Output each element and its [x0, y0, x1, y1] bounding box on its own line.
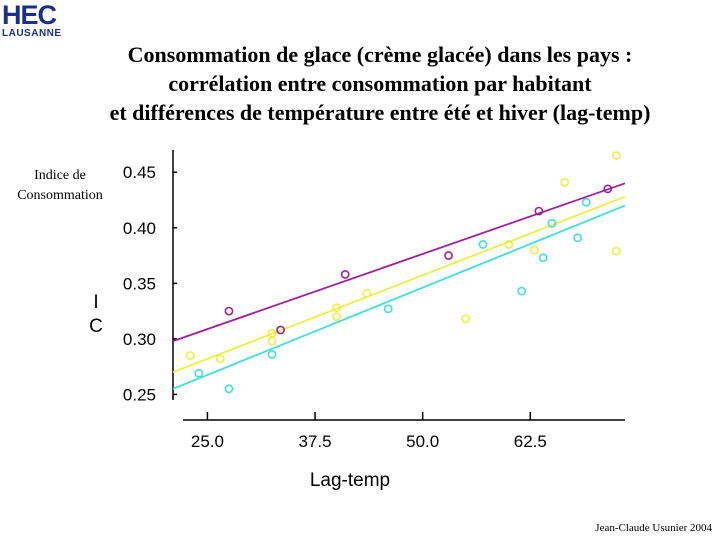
data-point — [504, 240, 514, 249]
title-line-2: corrélation entre consommation par habit… — [168, 71, 592, 96]
data-points — [185, 151, 621, 394]
y-caption-line-1: Indice de — [34, 168, 86, 183]
data-point — [573, 233, 583, 243]
fit-line-0 — [172, 182, 626, 342]
data-point — [560, 177, 570, 187]
data-point — [194, 368, 204, 378]
y-tick-label: 0.40 — [123, 219, 156, 238]
data-point — [332, 303, 341, 313]
fit-line-1 — [172, 195, 626, 374]
data-point — [547, 218, 557, 228]
data-point — [603, 184, 613, 194]
data-point — [611, 151, 621, 160]
y-tick-label: 0.30 — [123, 330, 156, 349]
data-point — [538, 253, 548, 263]
data-point — [461, 314, 471, 324]
y-axis-title: C — [89, 316, 103, 337]
data-point — [534, 206, 544, 216]
x-tick-label: 62.5 — [514, 432, 547, 451]
data-point — [332, 312, 341, 322]
y-caption-line-2: Consommation — [17, 188, 103, 203]
y-tick-label: 0.45 — [123, 163, 156, 182]
y-tick-label: 0.35 — [123, 274, 156, 293]
data-point — [267, 350, 277, 359]
data-point — [340, 270, 350, 279]
data-point — [444, 251, 453, 260]
logo-lausanne-text: LAUSANNE — [2, 28, 62, 39]
slide-title: Consommation de glace (crème glacée) dan… — [40, 40, 720, 127]
data-point — [224, 384, 234, 394]
data-point — [517, 286, 527, 296]
data-point — [383, 304, 393, 314]
fit-lines — [172, 182, 626, 390]
x-tick-label: 50.0 — [406, 432, 439, 451]
author-credit: Jean-Claude Usunier 2004 — [595, 522, 712, 534]
data-point — [530, 245, 539, 255]
x-tick-label: 37.5 — [299, 432, 332, 451]
x-axis-title: Lag-temp — [310, 470, 390, 491]
data-point — [267, 336, 277, 346]
hec-lausanne-logo: HEC LAUSANNE — [2, 0, 70, 40]
data-point — [581, 197, 591, 207]
data-point — [478, 240, 488, 249]
data-point — [276, 325, 286, 335]
title-line-1: Consommation de glace (crème glacée) dan… — [127, 42, 633, 67]
y-axis-caption: Indice de Consommation — [4, 166, 116, 206]
data-point — [362, 288, 372, 298]
x-tick-label: 25.0 — [191, 432, 224, 451]
data-point — [611, 246, 621, 256]
data-point — [185, 351, 195, 360]
logo-hec-text: HEC — [2, 0, 57, 30]
data-point — [224, 306, 234, 316]
chart-axes — [172, 150, 625, 421]
fit-line-2 — [172, 204, 626, 390]
y-tick-label: 0.25 — [123, 385, 156, 404]
axis-labels: 0.45 0.40 0.35 0.30 0.25 25.0 37.5 50.0 62.5 Lag-… — [89, 163, 547, 491]
data-point — [215, 354, 225, 364]
title-line-3: et différences de température entre été … — [109, 100, 651, 125]
y-axis-title: I — [93, 292, 98, 313]
